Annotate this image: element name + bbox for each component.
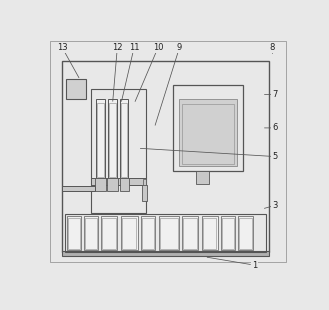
Bar <box>142 185 147 201</box>
Bar <box>179 99 237 166</box>
Bar <box>121 216 138 250</box>
Text: 1: 1 <box>252 261 257 270</box>
Text: 10: 10 <box>153 43 163 52</box>
Bar <box>141 216 156 250</box>
Bar <box>97 103 104 177</box>
Bar <box>66 79 86 99</box>
Bar <box>142 218 154 249</box>
Bar <box>102 218 116 249</box>
Bar <box>203 218 216 249</box>
Bar <box>109 103 116 177</box>
Bar <box>91 178 146 185</box>
Bar <box>182 216 198 250</box>
Text: 6: 6 <box>272 123 278 132</box>
Bar <box>238 216 253 250</box>
Bar <box>120 99 128 178</box>
Bar <box>120 178 129 191</box>
Bar <box>85 218 97 249</box>
Text: 3: 3 <box>272 201 278 210</box>
Bar <box>95 178 106 191</box>
Bar <box>108 99 117 178</box>
Bar <box>65 214 266 252</box>
Bar <box>221 216 236 250</box>
Text: 13: 13 <box>57 43 68 52</box>
Bar <box>183 218 197 249</box>
Bar <box>239 218 252 249</box>
Bar <box>202 216 217 250</box>
Bar <box>63 251 269 256</box>
Bar <box>96 99 105 178</box>
Bar <box>91 89 146 213</box>
Bar <box>122 218 137 249</box>
Bar <box>63 61 269 252</box>
Text: 9: 9 <box>177 43 182 52</box>
Bar <box>143 179 146 185</box>
Bar <box>67 216 82 250</box>
Bar <box>196 171 209 184</box>
Bar <box>173 85 242 171</box>
Bar <box>101 216 117 250</box>
Bar <box>182 104 234 164</box>
Text: 7: 7 <box>272 90 278 99</box>
Text: 8: 8 <box>270 43 275 52</box>
Bar <box>107 178 118 191</box>
Bar <box>121 103 127 177</box>
Bar <box>159 216 179 250</box>
Text: 5: 5 <box>272 152 277 161</box>
Text: 11: 11 <box>129 43 139 52</box>
Bar <box>222 218 234 249</box>
Bar <box>160 218 178 249</box>
Bar <box>63 186 95 191</box>
Bar <box>84 216 98 250</box>
Bar <box>68 218 80 249</box>
Text: 12: 12 <box>112 43 122 52</box>
